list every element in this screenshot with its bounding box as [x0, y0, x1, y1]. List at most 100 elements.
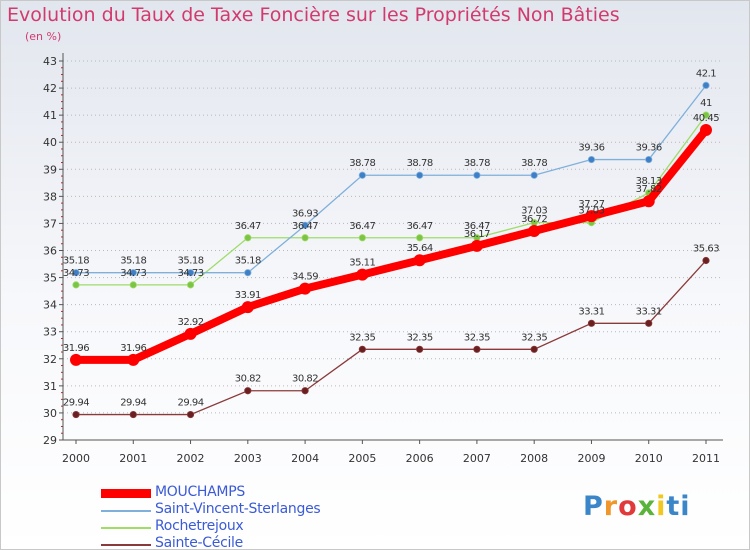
y-tick-label: 35 [43, 272, 57, 285]
data-label-sainte-cecile: 29.94 [120, 398, 146, 409]
logo-letter-3: o [618, 491, 638, 522]
y-tick-label: 38 [43, 190, 57, 203]
logo-letter-1: P [583, 491, 604, 522]
data-label-rochetrejoux: 38.13 [636, 176, 662, 187]
series-line-saint-vincent-sterlanges [76, 84, 707, 274]
series-point-mouchamps [356, 268, 369, 281]
y-tick-label: 31 [43, 380, 57, 393]
x-tick-label: 2007 [463, 452, 491, 465]
logo-letter-5: i [656, 491, 667, 522]
series-point-mouchamps [528, 225, 541, 238]
data-label-mouchamps: 31.96 [120, 343, 146, 354]
data-label-rochetrejoux: 36.47 [464, 221, 490, 232]
series-point-saint-vincent-sterlanges [530, 171, 538, 179]
series-point-rochetrejoux [186, 281, 195, 289]
data-labels: 31.96 31.96 32.92 33.91 34.59 35.11 35.64 36.17… [63, 68, 720, 409]
data-label-mouchamps: 36.17 [464, 229, 490, 240]
series-point-rochetrejoux [416, 234, 424, 242]
legend-swatch-rochetrejoux [101, 527, 151, 529]
series-point-sainte-cecile [186, 410, 195, 419]
series-point-rochetrejoux [244, 234, 252, 242]
series-point-saint-vincent-sterlanges [473, 171, 481, 179]
data-label-saint-vincent-sterlanges: 38.78 [407, 158, 433, 169]
series-point-saint-vincent-sterlanges [244, 269, 252, 277]
logo-letter-6: ti [666, 491, 691, 522]
data-label-mouchamps: 37.82 [636, 184, 662, 195]
series-point-sainte-cecile [358, 345, 366, 353]
data-label-saint-vincent-sterlanges: 35.18 [177, 256, 203, 267]
data-label-mouchamps: 35.11 [349, 258, 375, 269]
x-tick-label: 2008 [520, 452, 548, 465]
series-point-sainte-cecile [587, 319, 596, 327]
series-point-sainte-cecile [530, 345, 538, 353]
x-tick-label: 2005 [348, 452, 376, 465]
series-point-saint-vincent-sterlanges [72, 269, 80, 277]
series-point-sainte-cecile [72, 410, 80, 419]
legend-label-rochetrejoux: Rochetrejoux [155, 518, 244, 534]
series-point-rochetrejoux [129, 281, 137, 289]
series-point-mouchamps [299, 282, 312, 295]
series-point-mouchamps [413, 254, 426, 267]
x-tick-label: 2011 [692, 452, 720, 465]
series-point-saint-vincent-sterlanges [129, 269, 137, 277]
series-point-saint-vincent-sterlanges [186, 269, 195, 277]
y-tick-label: 42 [43, 82, 57, 95]
series-lines [70, 81, 712, 419]
series-point-saint-vincent-sterlanges [416, 171, 424, 179]
series-point-saint-vincent-sterlanges [645, 155, 653, 164]
data-label-rochetrejoux: 36.47 [407, 221, 433, 232]
series-point-rochetrejoux [72, 281, 80, 289]
x-tick-label: 2006 [406, 452, 434, 465]
data-label-mouchamps: 37.27 [578, 199, 604, 210]
chart-unit: (en %) [25, 30, 62, 43]
chart-title: Evolution du Taux de Taxe Foncière sur l… [7, 4, 620, 26]
x-tick-label: 2003 [234, 452, 262, 465]
series-line-rochetrejoux [76, 114, 707, 286]
series-point-rochetrejoux [358, 234, 366, 242]
data-label-mouchamps: 35.64 [407, 243, 433, 254]
series-point-rochetrejoux [702, 111, 710, 119]
data-label-sainte-cecile: 32.35 [521, 332, 547, 343]
series-point-rochetrejoux [301, 234, 309, 242]
y-tick-label: 34 [43, 299, 57, 312]
data-label-mouchamps: 34.59 [292, 272, 318, 283]
data-label-rochetrejoux: 34.73 [120, 268, 146, 279]
data-label-rochetrejoux: 37.03 [521, 206, 547, 217]
data-label-mouchamps: 33.91 [235, 290, 261, 301]
y-tick-label: 32 [43, 353, 57, 366]
axes: 29 30 31 32 33 34 35 36 37 38 39 40 41 42 43 2000 2001 20… [43, 53, 723, 465]
series-point-sainte-cecile [645, 319, 653, 327]
data-label-saint-vincent-sterlanges: 38.78 [521, 158, 547, 169]
y-tick-label: 41 [43, 109, 57, 122]
series-point-mouchamps [700, 124, 712, 137]
data-label-mouchamps: 36.72 [521, 214, 547, 225]
series-point-saint-vincent-sterlanges [702, 81, 710, 89]
series-point-sainte-cecile [244, 387, 252, 395]
x-tick-label: 2010 [635, 452, 663, 465]
data-label-saint-vincent-sterlanges: 38.78 [349, 158, 375, 169]
data-label-mouchamps: 32.92 [177, 317, 203, 328]
proxiti-logo: Proxiti [583, 491, 691, 522]
legend-label-sainte-cecile: Sainte-Cécile [155, 535, 243, 550]
data-label-rochetrejoux: 34.73 [177, 268, 203, 279]
data-label-rochetrejoux: 36.47 [235, 221, 261, 232]
data-label-mouchamps: 40.45 [693, 113, 719, 124]
data-label-saint-vincent-sterlanges: 35.18 [235, 256, 261, 267]
series-line-mouchamps [72, 126, 710, 364]
series-point-saint-vincent-sterlanges [587, 155, 596, 164]
y-tick-label: 30 [43, 407, 57, 420]
y-tick-label: 40 [43, 136, 57, 149]
data-label-saint-vincent-sterlanges: 39.36 [578, 143, 604, 154]
grid-lines [63, 60, 723, 441]
data-label-sainte-cecile: 33.31 [636, 306, 662, 317]
logo-letter-4: x [637, 491, 657, 522]
y-tick-label: 36 [43, 245, 57, 258]
data-label-rochetrejoux: 41 [700, 98, 712, 109]
data-label-sainte-cecile: 32.35 [407, 332, 433, 343]
data-label-sainte-cecile: 30.82 [235, 374, 261, 385]
series-point-mouchamps [470, 239, 483, 252]
logo-letter-2: r [603, 491, 619, 522]
line-chart: 29 30 31 32 33 34 35 36 37 38 39 40 41 42 43 2000 2001 20… [43, 53, 723, 465]
legend-swatch-mouchamps [101, 489, 151, 498]
